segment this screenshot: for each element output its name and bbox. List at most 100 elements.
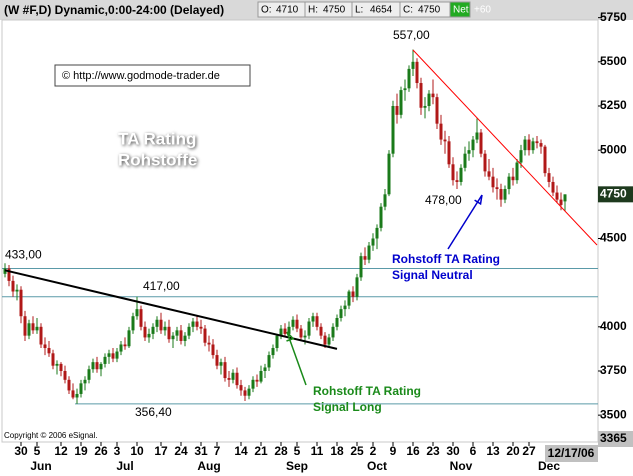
- candle-body: [27, 323, 31, 336]
- candle-body: [55, 363, 59, 366]
- candle-body: [199, 326, 203, 329]
- candle-body: [47, 348, 51, 354]
- x-tick-label: 2: [370, 444, 377, 458]
- trendline: [412, 49, 598, 246]
- candle-body: [351, 291, 355, 297]
- candle-body: [59, 363, 63, 371]
- candle-body: [419, 83, 423, 108]
- candle-body: [143, 326, 147, 338]
- candle-body: [15, 289, 19, 292]
- note-arrow: [286, 331, 307, 386]
- candle-body: [527, 139, 531, 151]
- candle-body: [259, 370, 263, 382]
- candle-body: [547, 173, 551, 182]
- candle-body: [531, 141, 535, 151]
- x-tick-label: 30: [446, 444, 460, 458]
- copyright: Copyright © 2006 eSignal.: [4, 431, 98, 440]
- watermark: Rohstoffe: [118, 150, 197, 169]
- date: 12/17/06: [548, 446, 595, 460]
- candle-body: [471, 139, 475, 151]
- candle-body: [63, 370, 67, 380]
- candle-body: [495, 187, 499, 190]
- x-tick-label: 27: [522, 444, 536, 458]
- level-label: 356,40: [135, 405, 172, 419]
- y-tick-label: 5000: [600, 142, 627, 156]
- candle-body: [107, 353, 111, 357]
- month-label: Aug: [197, 459, 220, 473]
- candle-body: [511, 176, 515, 181]
- candle-body: [139, 309, 143, 327]
- candle-body: [523, 139, 527, 151]
- extreme-label: 557,00: [393, 28, 430, 42]
- y-tick-label: 3365: [600, 431, 627, 445]
- candle-body: [183, 335, 187, 341]
- x-tick-label: 12: [54, 444, 68, 458]
- x-tick-label: 28: [274, 444, 288, 458]
- x-tick-label: 21: [254, 444, 268, 458]
- candle-body: [127, 330, 131, 347]
- candle-body: [427, 93, 431, 106]
- candle-body: [187, 326, 191, 336]
- candle-body: [239, 385, 243, 391]
- quote-label: L:: [355, 5, 363, 16]
- candle-body: [535, 141, 539, 144]
- quote-label: H:: [308, 5, 318, 16]
- candle-body: [191, 321, 195, 327]
- candle-body: [151, 326, 155, 334]
- candle-body: [543, 146, 547, 174]
- y-tick-label: 4000: [600, 319, 627, 333]
- chart-title: (W #F,D) Dynamic,0:00-24:00 (Delayed): [4, 3, 224, 17]
- candle-body: [115, 351, 119, 359]
- candle-body: [507, 176, 511, 190]
- candle-body: [223, 362, 227, 379]
- candle-body: [459, 167, 463, 182]
- candle-body: [447, 141, 451, 165]
- candle-body: [75, 393, 79, 398]
- x-tick-label: 24: [174, 444, 188, 458]
- x-tick-label: 17: [154, 444, 168, 458]
- note-arrow: [447, 194, 483, 250]
- candle-body: [555, 192, 559, 200]
- y-tick-label: 5250: [600, 98, 627, 112]
- candle-body: [463, 153, 467, 168]
- trendline: [4, 269, 338, 350]
- candle-body: [479, 132, 483, 154]
- candle-body: [99, 363, 103, 370]
- candle-body: [359, 256, 363, 278]
- candle-body: [475, 132, 479, 140]
- candle-body: [67, 379, 71, 391]
- quote-value: 4750: [323, 5, 346, 16]
- candle-body: [371, 238, 375, 246]
- month-label: Dec: [538, 459, 560, 473]
- x-tick-label: 14: [234, 444, 248, 458]
- x-tick-label: 10: [130, 444, 144, 458]
- candle-body: [275, 335, 279, 349]
- candle-body: [103, 356, 107, 364]
- date-box: [545, 445, 598, 462]
- candle-body: [83, 379, 87, 384]
- candle-body: [207, 342, 211, 345]
- candle-body: [559, 199, 563, 205]
- candle-body: [71, 390, 75, 398]
- candle-body: [487, 171, 491, 177]
- candle-body: [91, 362, 95, 370]
- candle-body: [387, 153, 391, 195]
- candle-body: [431, 93, 435, 98]
- candle-body: [483, 153, 487, 172]
- note-arrowhead: [474, 194, 483, 206]
- candle-body: [279, 328, 283, 336]
- candle-body: [335, 317, 339, 327]
- x-tick-label: 5: [34, 444, 41, 458]
- candle-body: [327, 337, 331, 345]
- candle-body: [375, 227, 379, 239]
- candle-body: [343, 305, 347, 310]
- x-tick-label: 31: [194, 444, 208, 458]
- candle-body: [95, 362, 99, 370]
- candle-body: [203, 328, 207, 343]
- candle-body: [395, 105, 399, 115]
- candle-body: [303, 335, 307, 338]
- candle-body: [455, 180, 459, 182]
- candle-body: [179, 330, 183, 341]
- candle-body: [319, 326, 323, 336]
